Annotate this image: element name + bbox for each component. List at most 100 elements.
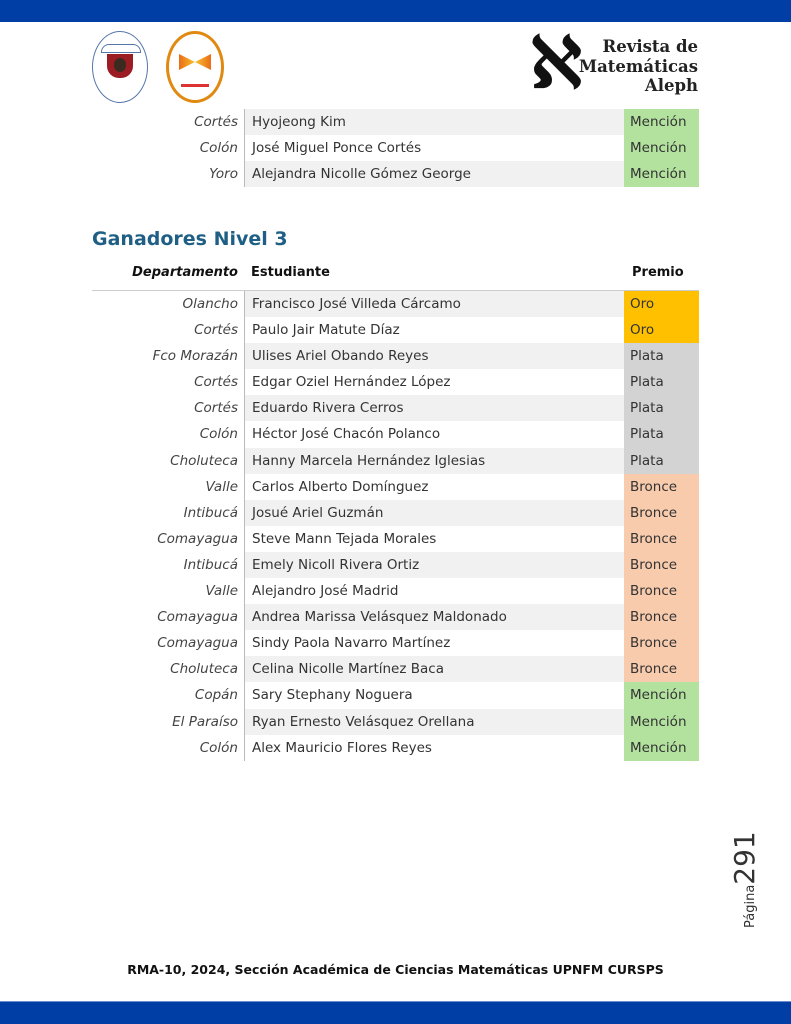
student-cell: José Miguel Ponce Cortés bbox=[244, 135, 624, 162]
table-row: Fco Morazán Ulises Ariel Obando Reyes Plat… bbox=[92, 343, 699, 370]
table-row: Cortés Hyojeong Kim Mención bbox=[92, 109, 699, 136]
student-cell: Eduardo Rivera Cerros bbox=[244, 395, 624, 422]
department-cell: Cortés bbox=[194, 322, 238, 339]
department-cell: Cortés bbox=[194, 400, 238, 417]
student-cell: Ryan Ernesto Velásquez Orellana bbox=[244, 708, 624, 735]
department-cell: Comayagua bbox=[157, 609, 238, 626]
prize-cell: Plata bbox=[624, 447, 699, 474]
department-cell: Intibucá bbox=[183, 504, 238, 521]
column-header-dept: Departamento bbox=[132, 265, 238, 280]
page-number-value: 291 bbox=[728, 831, 761, 885]
table-row: Choluteca Hanny Marcela Hernández Iglesia… bbox=[92, 447, 699, 474]
department-cell: Intibucá bbox=[183, 556, 238, 573]
department-cell: Choluteca bbox=[170, 661, 238, 678]
table-row: Choluteca Celina Nicolle Martínez Baca Bro… bbox=[92, 656, 699, 683]
prize-cell: Plata bbox=[624, 369, 699, 396]
continued-table: Cortés Hyojeong Kim Mención Colón José Migue… bbox=[92, 109, 699, 188]
journal-title-line: Aleph bbox=[644, 76, 698, 95]
table-row: Valle Alejandro José Madrid Bronce bbox=[92, 578, 699, 605]
prize-cell: Oro bbox=[624, 317, 699, 344]
page-number: Página291 bbox=[728, 831, 761, 928]
student-cell: Sary Stephany Noguera bbox=[244, 682, 624, 709]
prize-cell: Bronce bbox=[624, 499, 699, 526]
prize-cell: Plata bbox=[624, 343, 699, 370]
journal-title: Revista de Matemáticas Aleph bbox=[579, 37, 698, 96]
department-cell: Colón bbox=[199, 140, 238, 157]
table-row: Colón Alex Mauricio Flores Reyes Mención bbox=[92, 734, 699, 761]
department-cell: Cortés bbox=[194, 114, 238, 130]
journal-title-line: Revista de bbox=[602, 37, 698, 56]
department-cell: Yoro bbox=[209, 166, 238, 183]
table-row: Cortés Edgar Oziel Hernández López Plata bbox=[92, 369, 699, 396]
department-cell: Colón bbox=[199, 426, 238, 443]
student-cell: Steve Mann Tejada Morales bbox=[244, 525, 624, 552]
student-cell: Paulo Jair Matute Díaz bbox=[244, 317, 624, 344]
student-cell: Ulises Ariel Obando Reyes bbox=[244, 343, 624, 370]
prize-cell: Mención bbox=[624, 161, 699, 188]
prize-cell: Mención bbox=[624, 682, 699, 709]
student-cell: Hyojeong Kim bbox=[244, 109, 624, 136]
student-cell: Edgar Oziel Hernández López bbox=[244, 369, 624, 396]
prize-cell: Mención bbox=[624, 135, 699, 162]
university-seal-logo bbox=[92, 31, 148, 103]
department-cell: Comayagua bbox=[157, 530, 238, 547]
student-cell: Andrea Marissa Velásquez Maldonado bbox=[244, 604, 624, 631]
table-row: Olancho Francisco José Villeda Cárcamo Oro bbox=[92, 291, 699, 318]
department-cell: Olancho bbox=[182, 296, 238, 312]
table-row: Comayagua Andrea Marissa Velásquez Maldon… bbox=[92, 604, 699, 631]
student-cell: Héctor José Chacón Polanco bbox=[244, 421, 624, 448]
aleph-logo: ℵ bbox=[530, 21, 583, 104]
student-cell: Alejandra Nicolle Gómez George bbox=[244, 161, 624, 188]
department-cell: Valle bbox=[205, 583, 238, 600]
table-row: Copán Sary Stephany Noguera Mención bbox=[92, 682, 699, 709]
student-cell: Emely Nicoll Rivera Ortiz bbox=[244, 551, 624, 579]
table-row: Intibucá Emely Nicoll Rivera Ortiz Bronce bbox=[92, 551, 699, 579]
student-cell: Alex Mauricio Flores Reyes bbox=[244, 734, 624, 761]
table-row: Cortés Eduardo Rivera Cerros Plata bbox=[92, 395, 699, 422]
prize-cell: Bronce bbox=[624, 630, 699, 657]
prize-cell: Mención bbox=[624, 734, 699, 761]
journal-title-line: Matemáticas bbox=[578, 56, 698, 76]
table-row: Comayagua Sindy Paola Navarro Martínez Bro… bbox=[92, 630, 699, 657]
student-cell: Alejandro José Madrid bbox=[244, 578, 624, 605]
section-heading: Ganadores Nivel 3 bbox=[92, 228, 288, 250]
page-label: Página bbox=[743, 884, 758, 928]
table-header: Departamento Estudiante Premio bbox=[92, 262, 699, 291]
prize-cell: Bronce bbox=[624, 578, 699, 605]
student-cell: Francisco José Villeda Cárcamo bbox=[244, 291, 624, 318]
column-header-student: Estudiante bbox=[251, 265, 330, 280]
table-row: Valle Carlos Alberto Domínguez Bronce bbox=[92, 473, 699, 500]
prize-cell: Mención bbox=[624, 109, 699, 136]
prize-cell: Bronce bbox=[624, 551, 699, 579]
department-cell: Colón bbox=[199, 739, 238, 756]
student-cell: Carlos Alberto Domínguez bbox=[244, 473, 624, 500]
prize-cell: Mención bbox=[624, 708, 699, 735]
top-color-bar bbox=[0, 0, 791, 22]
prize-cell: Plata bbox=[624, 395, 699, 422]
prize-cell: Bronce bbox=[624, 525, 699, 552]
department-cell: Comayagua bbox=[157, 635, 238, 652]
department-cell: Cortés bbox=[194, 374, 238, 391]
column-header-prize: Premio bbox=[632, 265, 684, 280]
department-cell: Choluteca bbox=[170, 452, 238, 469]
prize-cell: Plata bbox=[624, 421, 699, 448]
math-section-logo bbox=[166, 31, 224, 103]
department-cell: Fco Morazán bbox=[152, 348, 238, 365]
table-row: Comayagua Steve Mann Tejada Morales Bronce bbox=[92, 525, 699, 552]
winners-table: Olancho Francisco José Villeda Cárcamo Oro… bbox=[92, 291, 699, 761]
table-row: El Paraíso Ryan Ernesto Velásquez Orellan… bbox=[92, 708, 699, 735]
prize-cell: Bronce bbox=[624, 604, 699, 631]
student-cell: Hanny Marcela Hernández Iglesias bbox=[244, 447, 624, 474]
footer-citation: RMA-10, 2024, Sección Académica de Cienc… bbox=[127, 962, 664, 977]
table-row: Yoro Alejandra Nicolle Gómez George Menció… bbox=[92, 161, 699, 188]
bottom-color-bar bbox=[0, 1001, 791, 1024]
student-cell: Celina Nicolle Martínez Baca bbox=[244, 656, 624, 683]
student-cell: Josué Ariel Guzmán bbox=[244, 499, 624, 526]
table-row: Colón José Miguel Ponce Cortés Mención bbox=[92, 135, 699, 162]
department-cell: El Paraíso bbox=[172, 713, 238, 730]
prize-cell: Bronce bbox=[624, 473, 699, 500]
table-row: Colón Héctor José Chacón Polanco Plata bbox=[92, 421, 699, 448]
department-cell: Valle bbox=[205, 478, 238, 495]
prize-cell: Bronce bbox=[624, 656, 699, 683]
department-cell: Copán bbox=[194, 687, 238, 704]
